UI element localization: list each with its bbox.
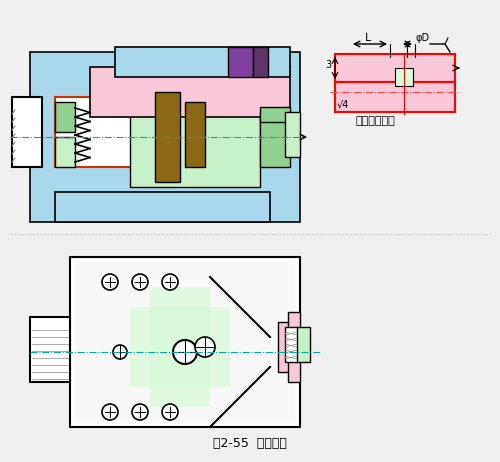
Circle shape xyxy=(102,274,118,290)
Bar xyxy=(285,112,300,157)
Circle shape xyxy=(162,404,178,420)
Circle shape xyxy=(132,274,148,290)
Bar xyxy=(335,54,455,82)
Bar xyxy=(130,87,260,187)
Bar xyxy=(30,52,300,222)
Circle shape xyxy=(195,337,215,357)
Bar xyxy=(228,47,253,77)
Bar xyxy=(75,262,295,422)
Bar xyxy=(90,67,290,117)
Bar xyxy=(260,107,290,122)
Bar xyxy=(55,137,75,167)
Bar xyxy=(150,287,210,407)
Bar xyxy=(185,102,205,167)
Circle shape xyxy=(132,404,148,420)
Circle shape xyxy=(162,274,178,290)
Bar xyxy=(155,92,180,182)
Circle shape xyxy=(113,345,127,359)
Bar xyxy=(55,192,270,222)
Bar xyxy=(70,257,300,427)
Bar xyxy=(130,307,230,387)
Text: L: L xyxy=(365,33,371,43)
Text: 3: 3 xyxy=(325,60,331,70)
Bar xyxy=(55,102,75,132)
Bar xyxy=(296,327,310,362)
Bar xyxy=(30,317,70,382)
Bar xyxy=(115,47,290,77)
Bar xyxy=(285,327,297,362)
Text: 图2-55  专用夹具: 图2-55 专用夹具 xyxy=(213,437,287,450)
Bar xyxy=(253,47,268,77)
Bar xyxy=(278,322,296,372)
Text: 零件工序简图: 零件工序简图 xyxy=(355,116,395,126)
Bar xyxy=(288,312,300,382)
Bar xyxy=(335,82,455,112)
Text: √4: √4 xyxy=(337,99,349,109)
Circle shape xyxy=(102,404,118,420)
Bar xyxy=(260,112,290,167)
Bar xyxy=(55,97,165,167)
Circle shape xyxy=(173,340,197,364)
Bar xyxy=(395,68,413,86)
Text: φD: φD xyxy=(416,33,430,43)
Bar xyxy=(12,97,42,167)
